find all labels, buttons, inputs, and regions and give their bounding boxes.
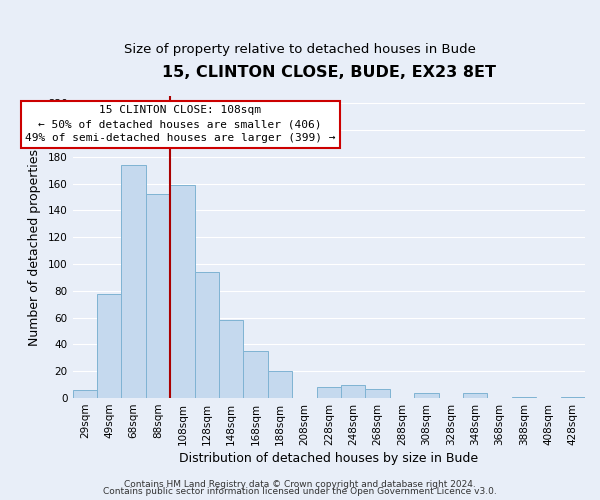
Bar: [365, 388, 390, 398]
Bar: [317, 388, 341, 398]
Bar: [121, 165, 146, 398]
Y-axis label: Number of detached properties: Number of detached properties: [28, 149, 41, 346]
Bar: [244, 351, 268, 398]
Bar: [170, 185, 194, 398]
Text: 15 CLINTON CLOSE: 108sqm
← 50% of detached houses are smaller (406)
49% of semi-: 15 CLINTON CLOSE: 108sqm ← 50% of detach…: [25, 106, 335, 144]
Bar: [97, 294, 121, 398]
Title: 15, CLINTON CLOSE, BUDE, EX23 8ET: 15, CLINTON CLOSE, BUDE, EX23 8ET: [162, 65, 496, 80]
Bar: [414, 392, 439, 398]
Bar: [463, 392, 487, 398]
Bar: [73, 390, 97, 398]
Bar: [560, 396, 585, 398]
Bar: [268, 372, 292, 398]
Bar: [341, 384, 365, 398]
Bar: [194, 272, 219, 398]
Bar: [512, 396, 536, 398]
Text: Contains public sector information licensed under the Open Government Licence v3: Contains public sector information licen…: [103, 487, 497, 496]
X-axis label: Distribution of detached houses by size in Bude: Distribution of detached houses by size …: [179, 452, 478, 465]
Text: Size of property relative to detached houses in Bude: Size of property relative to detached ho…: [124, 42, 476, 56]
Bar: [146, 194, 170, 398]
Text: Contains HM Land Registry data © Crown copyright and database right 2024.: Contains HM Land Registry data © Crown c…: [124, 480, 476, 489]
Bar: [219, 320, 244, 398]
